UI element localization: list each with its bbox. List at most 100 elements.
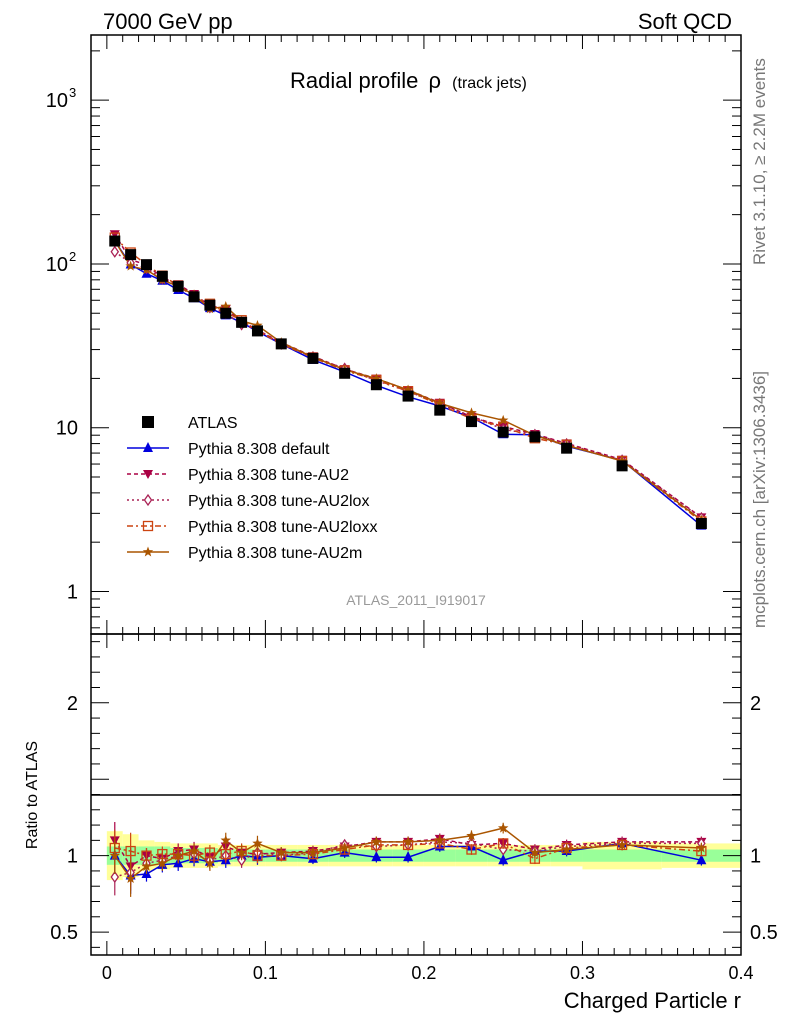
legend-label-atlas: ATLAS: [188, 415, 238, 432]
data-point: [156, 270, 168, 282]
series-point: [466, 407, 477, 418]
ratio-point: [497, 822, 509, 833]
main-series-lines: [114, 233, 702, 527]
ratio-point: [561, 844, 572, 854]
ratio-y-tick-label-right: 2: [750, 693, 761, 715]
ratio-point: [696, 854, 707, 865]
atlas-data-points: [109, 235, 707, 530]
legend-label: Pythia 8.308 tune-AU2: [188, 467, 349, 484]
chart-title-main: Radial profile: [290, 68, 418, 93]
data-point: [561, 442, 573, 454]
ratio-series-line: [114, 827, 702, 880]
legend-marker-atlas: [142, 416, 154, 428]
header-right: Soft QCD: [638, 9, 732, 34]
ratio-point: [466, 844, 477, 855]
legend-label: Pythia 8.308 default: [188, 441, 330, 458]
analysis-label: ATLAS_2011_I919017: [346, 592, 486, 608]
ratio-series-lines: [114, 827, 702, 880]
legend-marker: [142, 546, 154, 557]
ratio-point: [220, 834, 231, 845]
data-point: [109, 235, 121, 247]
ratio-series-markers: [109, 822, 707, 897]
data-point: [172, 280, 184, 292]
data-point: [616, 460, 628, 472]
ratio-y-axis-label: Ratio to ATLAS: [24, 741, 41, 849]
ratio-point: [110, 870, 120, 884]
legend-label: Pythia 8.308 tune-AU2lox: [188, 493, 369, 510]
y-tick-label: 1: [67, 581, 78, 603]
ratio-point: [220, 848, 231, 860]
data-point: [307, 352, 319, 364]
ratio-point: [204, 857, 216, 868]
side-bottom-label: mcplots.cern.ch [arXiv:1306.3436]: [750, 371, 769, 628]
ratio-y-tick-label: 0.5: [50, 922, 78, 944]
ratio-point: [172, 850, 184, 861]
ratio-point: [252, 837, 263, 848]
x-tick-label: 0.3: [570, 963, 595, 983]
ratio-axes: 0 0.1 0.2 0.3 0.4 0.5 0.5 1 1 2 2: [50, 634, 778, 983]
ratio-frame: [90, 633, 742, 956]
stat-uncertainty-band: [455, 849, 488, 862]
ratio-point: [188, 845, 200, 856]
ratio-point: [371, 851, 382, 862]
data-point: [370, 379, 382, 391]
series-point: [125, 260, 136, 271]
series-line: [114, 240, 702, 521]
series-point: [252, 319, 263, 330]
ratio-point: [529, 847, 541, 858]
legend-label: Pythia 8.308 tune-AU2m: [188, 545, 362, 562]
ratio-point: [434, 834, 446, 845]
ratio-point: [371, 836, 382, 847]
data-point: [251, 325, 263, 337]
data-point: [465, 416, 477, 428]
data-point: [434, 404, 446, 416]
ratio-point: [157, 857, 168, 868]
series-point: [497, 414, 509, 425]
ratio-plot: 0 0.1 0.2 0.3 0.4 0.5 0.5 1 1 2 2: [50, 633, 778, 983]
data-point: [140, 259, 152, 271]
ratio-point: [498, 854, 509, 865]
series-point: [371, 373, 382, 384]
ratio-series-line: [114, 842, 702, 877]
series-point: [220, 300, 231, 311]
series-point: [402, 384, 414, 395]
series-line: [114, 237, 702, 522]
legend: ATLAS Pythia 8.308 default Pythia 8.308 tu…: [127, 415, 377, 562]
ratio-y-tick-label: 1: [67, 846, 78, 868]
ratio-point: [498, 838, 509, 849]
ratio-y-tick-label-right: 0.5: [750, 922, 778, 944]
ratio-point: [403, 851, 414, 862]
data-point: [695, 518, 707, 530]
data-point: [188, 291, 200, 303]
y-tick-label: 10: [46, 254, 68, 276]
ratio-point: [276, 847, 287, 858]
x-tick-label: 0.4: [728, 963, 753, 983]
ratio-point: [696, 842, 707, 853]
data-point: [125, 249, 137, 261]
data-point: [236, 316, 248, 328]
series-line: [114, 233, 702, 519]
ratio-point: [402, 836, 414, 847]
data-point: [402, 390, 414, 402]
legend-marker: [142, 520, 154, 532]
ratio-point: [616, 839, 628, 850]
ratio-point: [466, 830, 477, 841]
ratio-series-line: [114, 842, 702, 860]
header-left: 7000 GeV pp: [103, 9, 233, 34]
chart-title-suffix: (track jets): [452, 75, 527, 92]
stat-uncertainty-band: [582, 849, 662, 862]
legend-marker: [143, 470, 153, 479]
legend-marker: [143, 493, 153, 507]
data-point: [529, 431, 541, 443]
ratio-point: [141, 860, 152, 871]
x-tick-label: 0.1: [253, 963, 278, 983]
ratio-point: [125, 845, 136, 857]
ratio-y-tick-label: 2: [67, 693, 78, 715]
y-tick-label: 10: [46, 90, 68, 112]
x-tick-label: 0.2: [411, 963, 436, 983]
ratio-point: [252, 850, 263, 861]
ratio-point: [236, 847, 247, 858]
data-point: [220, 307, 232, 319]
chart-title-symbol: ρ: [429, 68, 442, 93]
